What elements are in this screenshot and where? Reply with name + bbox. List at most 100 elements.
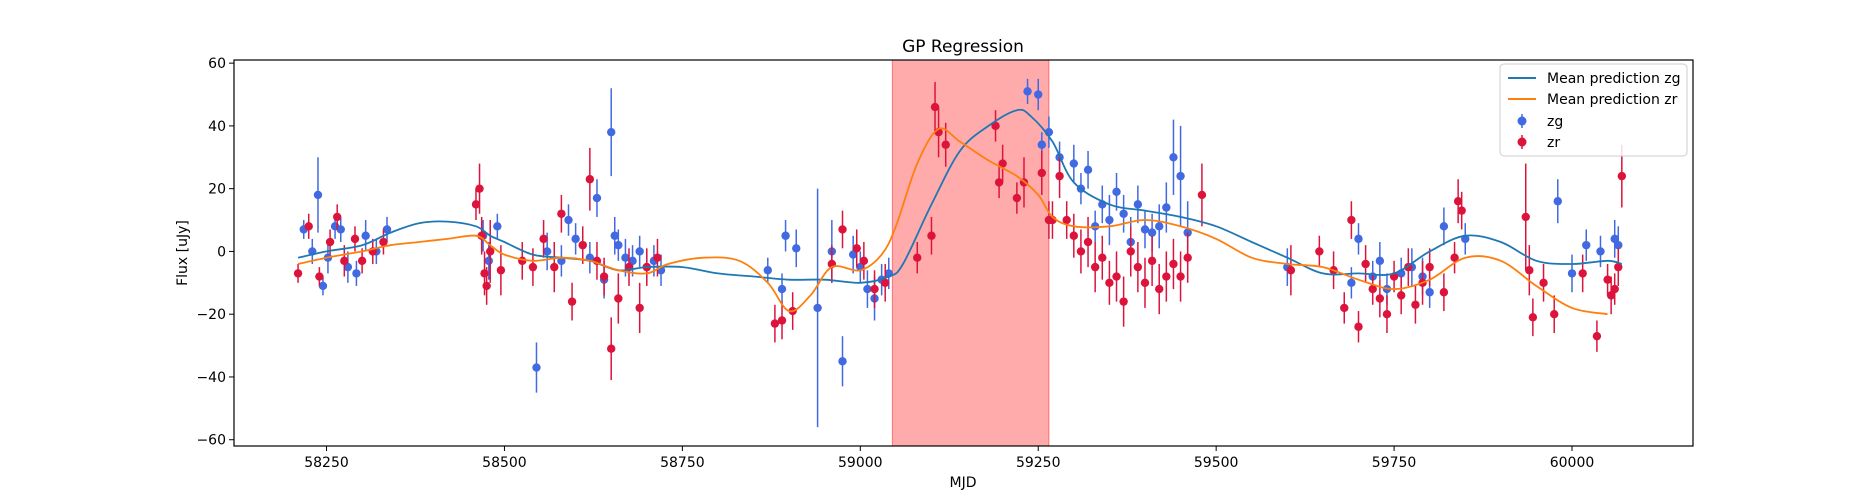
zg-point bbox=[1596, 247, 1604, 255]
zr-point bbox=[1134, 263, 1142, 271]
zr-point bbox=[1376, 294, 1384, 302]
zr-point bbox=[305, 222, 313, 230]
zr-point bbox=[340, 257, 348, 265]
zr-point bbox=[294, 269, 302, 277]
zr-point bbox=[838, 225, 846, 233]
y-tick-label: −40 bbox=[196, 370, 226, 386]
zg-point bbox=[1112, 188, 1120, 196]
zg-point bbox=[1038, 141, 1046, 149]
zr-point bbox=[1539, 279, 1547, 287]
zr-point bbox=[333, 213, 341, 221]
zg-point bbox=[1070, 159, 1078, 167]
zr-point bbox=[1287, 266, 1295, 274]
x-tick-label: 59750 bbox=[1372, 455, 1417, 471]
legend-label-zg: zg bbox=[1547, 114, 1563, 130]
y-tick-label: 0 bbox=[217, 244, 226, 260]
y-tick-label: −60 bbox=[196, 433, 226, 449]
zg-point bbox=[352, 269, 360, 277]
zg-point bbox=[1119, 210, 1127, 218]
zr-point bbox=[480, 269, 488, 277]
zr-point bbox=[497, 266, 505, 274]
x-axis-label: MJD bbox=[950, 475, 977, 491]
zr-point bbox=[1522, 213, 1530, 221]
zr-point bbox=[1162, 272, 1170, 280]
zr-point bbox=[475, 184, 483, 192]
zr-point bbox=[1525, 266, 1533, 274]
zr-point bbox=[1361, 260, 1369, 268]
zr-point bbox=[653, 254, 661, 262]
zg-point bbox=[1148, 228, 1156, 236]
zr-point bbox=[586, 175, 594, 183]
zg-point bbox=[493, 222, 501, 230]
zr-point bbox=[1070, 232, 1078, 240]
zg-point bbox=[1554, 197, 1562, 205]
zr-point bbox=[1347, 216, 1355, 224]
zr-point bbox=[1440, 288, 1448, 296]
zr-point bbox=[1176, 272, 1184, 280]
zr-point bbox=[1340, 304, 1348, 312]
zr-point bbox=[1529, 313, 1537, 321]
zg-point bbox=[1614, 241, 1622, 249]
zg-point bbox=[635, 247, 643, 255]
zg-point bbox=[564, 216, 572, 224]
zr-point bbox=[482, 282, 490, 290]
zr-point bbox=[550, 263, 558, 271]
zr-point bbox=[557, 210, 565, 218]
zr-point bbox=[1593, 332, 1601, 340]
zr-point bbox=[1077, 247, 1085, 255]
zr-point bbox=[1411, 301, 1419, 309]
x-tick-label: 59250 bbox=[1016, 455, 1061, 471]
zg-point bbox=[532, 363, 540, 371]
zg-point bbox=[1347, 279, 1355, 287]
zr-point bbox=[614, 294, 622, 302]
zr-point bbox=[529, 263, 537, 271]
shaded-region bbox=[892, 60, 1049, 446]
zr-point bbox=[1155, 285, 1163, 293]
y-tick-label: −20 bbox=[196, 307, 226, 323]
y-tick-label: 40 bbox=[208, 119, 226, 135]
zg-point bbox=[1176, 172, 1184, 180]
zr-point bbox=[1112, 272, 1120, 280]
x-tick-label: 59500 bbox=[1194, 455, 1239, 471]
zr-point bbox=[1084, 238, 1092, 246]
zg-point bbox=[361, 232, 369, 240]
zr-point bbox=[1013, 194, 1021, 202]
zr-point bbox=[600, 272, 608, 280]
zg-point bbox=[1568, 269, 1576, 277]
zr-point bbox=[1127, 247, 1135, 255]
zr-point bbox=[1141, 279, 1149, 287]
zg-point bbox=[485, 257, 493, 265]
zr-point bbox=[927, 232, 935, 240]
y-tick-label: 20 bbox=[208, 182, 226, 198]
zr-point bbox=[1105, 279, 1113, 287]
zg-point bbox=[1034, 90, 1042, 98]
zg-point bbox=[764, 266, 772, 274]
zg-point bbox=[792, 244, 800, 252]
zr-point bbox=[1383, 310, 1391, 318]
zg-point bbox=[1425, 288, 1433, 296]
zg-point bbox=[1162, 203, 1170, 211]
zr-point bbox=[1169, 260, 1177, 268]
legend-label-zr: zr bbox=[1547, 135, 1560, 151]
zg-point bbox=[781, 232, 789, 240]
zg-point bbox=[1354, 235, 1362, 243]
zr-point bbox=[379, 238, 387, 246]
zg-point bbox=[1440, 222, 1448, 230]
zr-point bbox=[579, 241, 587, 249]
y-axis-label: Flux [uJy] bbox=[175, 220, 191, 286]
zr-point bbox=[942, 141, 950, 149]
x-tick-label: 60000 bbox=[1550, 455, 1595, 471]
zr-point bbox=[315, 272, 323, 280]
legend-label-zr-mean: Mean prediction zr bbox=[1547, 92, 1678, 108]
zr-point bbox=[1148, 257, 1156, 265]
zg-point bbox=[314, 191, 322, 199]
zr-point bbox=[1038, 169, 1046, 177]
zg-point bbox=[778, 285, 786, 293]
zr-point bbox=[1354, 323, 1362, 331]
zr-point bbox=[351, 235, 359, 243]
legend-marker-zr bbox=[1518, 138, 1527, 147]
y-tick-label: 60 bbox=[208, 56, 226, 72]
zr-point bbox=[1457, 206, 1465, 214]
zg-point bbox=[813, 304, 821, 312]
